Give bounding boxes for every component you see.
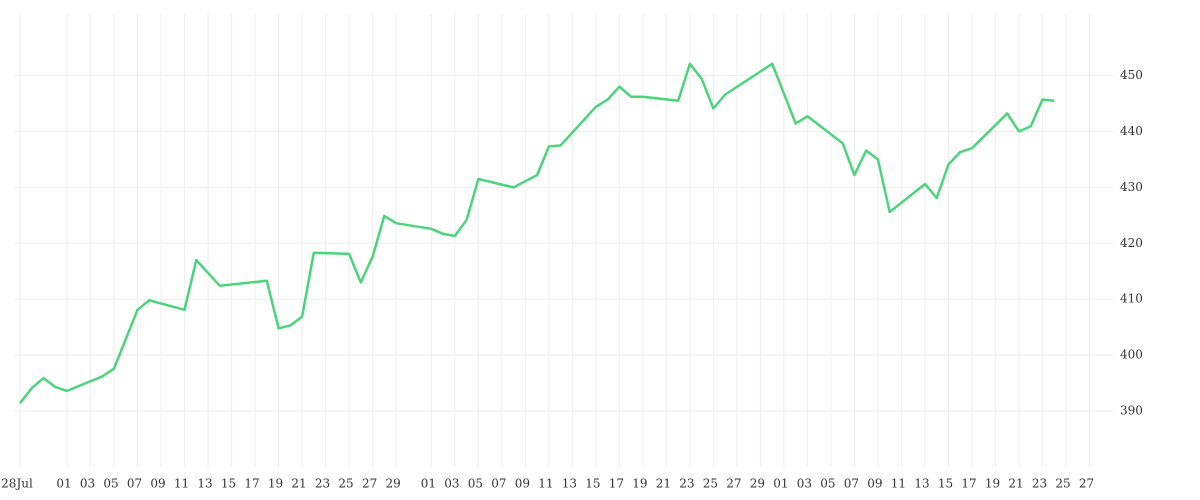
- x-tick-label: 09: [515, 477, 530, 491]
- y-tick-label: 430: [1120, 180, 1143, 194]
- x-tick-label: 07: [844, 477, 859, 491]
- y-tick-label: 440: [1120, 124, 1143, 138]
- x-tick-label: 07: [491, 477, 506, 491]
- x-tick-label: 17: [244, 477, 259, 491]
- x-tick-label: 21: [291, 477, 306, 491]
- x-tick-label: 05: [103, 477, 118, 491]
- y-tick-label: 420: [1120, 236, 1143, 250]
- x-tick-label: 19: [985, 477, 1000, 491]
- y-tick-label: 400: [1120, 348, 1143, 362]
- x-tick-label: 21: [1008, 477, 1023, 491]
- x-tick-label: 07: [127, 477, 142, 491]
- x-tick-label: 21: [656, 477, 671, 491]
- x-tick-label: 28Jul: [1, 477, 33, 491]
- x-tick-label: 17: [609, 477, 624, 491]
- x-tick-label: 25: [338, 477, 353, 491]
- x-tick-label: 13: [197, 477, 212, 491]
- x-tick-label: 05: [468, 477, 483, 491]
- y-tick-label: 390: [1120, 404, 1143, 418]
- x-tick-label: 25: [1055, 477, 1070, 491]
- x-tick-label: 29: [385, 477, 400, 491]
- x-tick-label: 23: [1032, 477, 1047, 491]
- x-tick-label: 03: [797, 477, 812, 491]
- x-tick-label: 19: [268, 477, 283, 491]
- x-tick-label: 13: [562, 477, 577, 491]
- x-tick-label: 29: [750, 477, 765, 491]
- x-tick-label: 05: [820, 477, 835, 491]
- x-tick-label: 01: [56, 477, 71, 491]
- x-tick-label: 23: [679, 477, 694, 491]
- x-tick-label: 11: [538, 477, 553, 491]
- x-tick-label: 01: [421, 477, 436, 491]
- x-tick-label: 15: [938, 477, 953, 491]
- x-tick-label: 01: [773, 477, 788, 491]
- y-tick-label: 450: [1120, 68, 1143, 82]
- x-tick-label: 03: [80, 477, 95, 491]
- x-tick-label: 17: [961, 477, 976, 491]
- x-tick-label: 23: [315, 477, 330, 491]
- x-tick-label: 15: [221, 477, 236, 491]
- x-tick-label: 27: [362, 477, 377, 491]
- x-tick-label: 19: [632, 477, 647, 491]
- price-line: [19, 62, 1055, 404]
- x-tick-label: 03: [444, 477, 459, 491]
- x-tick-label: 27: [1079, 477, 1094, 491]
- x-tick-label: 11: [891, 477, 906, 491]
- x-tick-label: 13: [914, 477, 929, 491]
- x-tick-label: 11: [174, 477, 189, 491]
- x-tick-label: 09: [150, 477, 165, 491]
- x-tick-label: 09: [867, 477, 882, 491]
- x-tick-label: 15: [585, 477, 600, 491]
- y-tick-label: 410: [1120, 292, 1143, 306]
- x-tick-label: 27: [726, 477, 741, 491]
- x-tick-label: 25: [703, 477, 718, 491]
